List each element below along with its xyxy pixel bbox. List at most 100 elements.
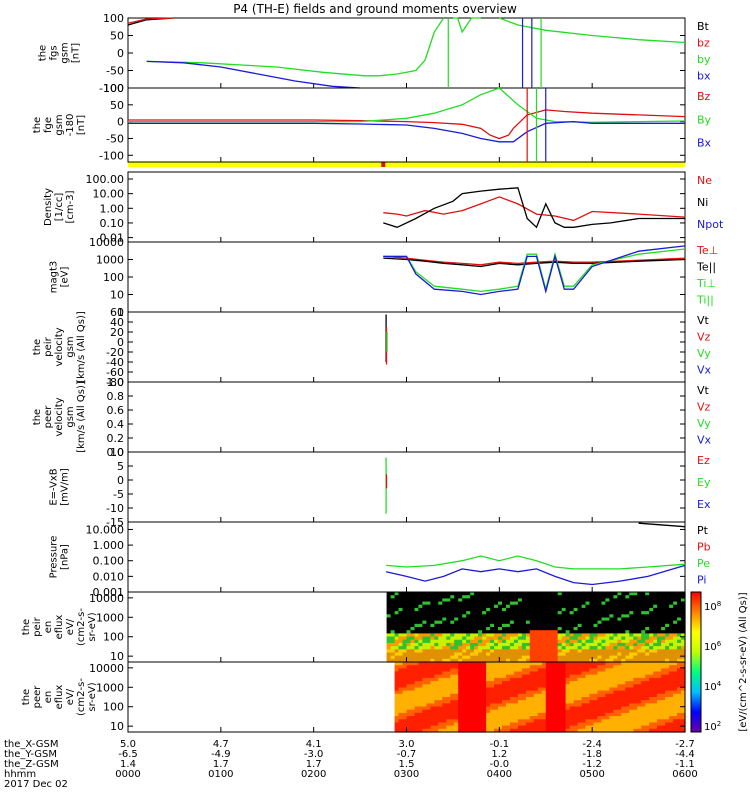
spectrogram-cell xyxy=(406,703,412,708)
spectrogram-cell xyxy=(442,706,447,711)
spectrogram-cell xyxy=(569,601,575,606)
spectrogram-cell xyxy=(426,716,431,720)
spectrogram-cell xyxy=(446,652,451,657)
spectrogram-cell xyxy=(509,662,515,666)
spectrogram-cell xyxy=(478,693,483,698)
y-tick-label: 100.00 xyxy=(86,173,125,186)
x-axis-row-value: -0.7 xyxy=(397,749,417,760)
spectrogram-cell xyxy=(509,681,515,685)
spectrogram-cell xyxy=(665,668,670,673)
series-line-bz xyxy=(127,17,175,24)
spectrogram-cell xyxy=(386,652,392,657)
spectrogram-cell xyxy=(537,620,543,625)
spectrogram-cell xyxy=(529,636,535,641)
spectrogram-cell xyxy=(641,607,646,612)
spectrogram-cell xyxy=(394,687,400,692)
spectrogram-cell xyxy=(593,719,599,724)
spectrogram-cell xyxy=(521,706,527,711)
spectrogram-cell xyxy=(609,601,614,606)
spectrogram-cell xyxy=(470,725,475,730)
spectrogram-cell xyxy=(565,706,571,711)
spectrogram-cell xyxy=(398,604,404,609)
spectrogram-cell xyxy=(661,725,666,730)
spectrogram-cell xyxy=(398,681,404,685)
spectrogram-cell xyxy=(506,595,511,599)
spectrogram-cell xyxy=(597,684,603,689)
spectrogram-cell xyxy=(649,601,654,606)
spectrogram-cell xyxy=(533,620,539,625)
spectrogram-cell xyxy=(509,636,515,641)
spectrogram-cell xyxy=(609,674,614,679)
spectrogram-cell xyxy=(450,623,455,628)
spectrogram-cell xyxy=(613,652,618,657)
spectrogram-cell xyxy=(502,728,507,733)
spectrogram-cell xyxy=(521,642,527,647)
spectrogram-cell xyxy=(609,649,614,654)
spectrogram-cell xyxy=(625,620,630,625)
spectrogram-cell xyxy=(478,630,483,634)
spectrogram-cell xyxy=(398,611,404,615)
spectrogram-cell xyxy=(386,611,392,615)
spectrogram-cell xyxy=(537,601,543,606)
spectrogram-cell xyxy=(410,712,416,717)
spectrogram-cell xyxy=(470,665,475,669)
spectrogram-cell xyxy=(513,649,519,654)
spectrogram-cell xyxy=(677,604,682,609)
spectrogram-cell xyxy=(442,607,447,612)
spectrogram-cell xyxy=(601,636,607,641)
spectrogram-cell xyxy=(506,652,511,657)
spectrogram-cell xyxy=(509,639,515,644)
spectrogram-cell xyxy=(649,706,654,711)
spectrogram-cell xyxy=(593,709,599,714)
spectrogram-cell xyxy=(482,719,487,724)
spectrogram-cell xyxy=(533,658,539,663)
spectrogram-cell xyxy=(474,674,479,679)
spectrogram-cell xyxy=(529,620,535,625)
spectrogram-cell xyxy=(577,627,583,631)
spectrogram-cell xyxy=(394,697,400,701)
spectrogram-cell xyxy=(470,706,475,711)
spectrogram-cell xyxy=(422,722,427,727)
spectrogram-cell xyxy=(641,697,646,701)
spectrogram-cell xyxy=(601,617,607,622)
spectrogram-cell xyxy=(577,592,583,596)
spectrogram-cell xyxy=(442,677,447,682)
spectrogram-cell xyxy=(665,630,670,634)
spectrogram-cell xyxy=(557,601,563,606)
spectrogram-cell xyxy=(490,697,495,701)
spectrogram-cell xyxy=(509,725,515,730)
spectrogram-cell xyxy=(573,681,579,685)
spectrogram-cell xyxy=(394,642,400,647)
spectrogram-cell xyxy=(406,684,412,689)
spectrogram-cell xyxy=(474,677,479,682)
spectrogram-cell xyxy=(617,677,622,682)
spectrogram-cell xyxy=(402,636,408,641)
spectrogram-cell xyxy=(490,677,495,682)
spectrogram-cell xyxy=(581,703,587,708)
spectrogram-cell xyxy=(557,639,563,644)
spectrogram-cell xyxy=(653,642,658,647)
y-tick-label: -80 xyxy=(106,376,124,389)
spectrogram-cell xyxy=(490,601,495,606)
spectrogram-cell xyxy=(601,690,607,695)
spectrogram-cell xyxy=(478,642,483,647)
spectrogram-cell xyxy=(446,639,451,644)
spectrogram-cell xyxy=(573,614,579,619)
spectrogram-cell xyxy=(537,722,543,727)
spectrogram-cell xyxy=(677,677,682,682)
spectrogram-cell xyxy=(649,690,654,695)
y-tick-label: 0.001 xyxy=(93,586,125,599)
spectrogram-cell xyxy=(565,642,571,647)
spectrogram-cell xyxy=(669,671,674,676)
spectrogram-cell xyxy=(502,681,507,685)
spectrogram-cell xyxy=(597,630,603,634)
spectrogram-cell xyxy=(462,716,467,720)
spectrogram-cell xyxy=(621,592,626,596)
spectrogram-cell xyxy=(577,722,583,727)
spectrogram-cell xyxy=(490,623,495,628)
spectrogram-cell xyxy=(601,633,607,638)
spectrogram-cell xyxy=(605,652,610,657)
spectrogram-cell xyxy=(573,646,579,650)
panel-frame xyxy=(127,451,686,523)
